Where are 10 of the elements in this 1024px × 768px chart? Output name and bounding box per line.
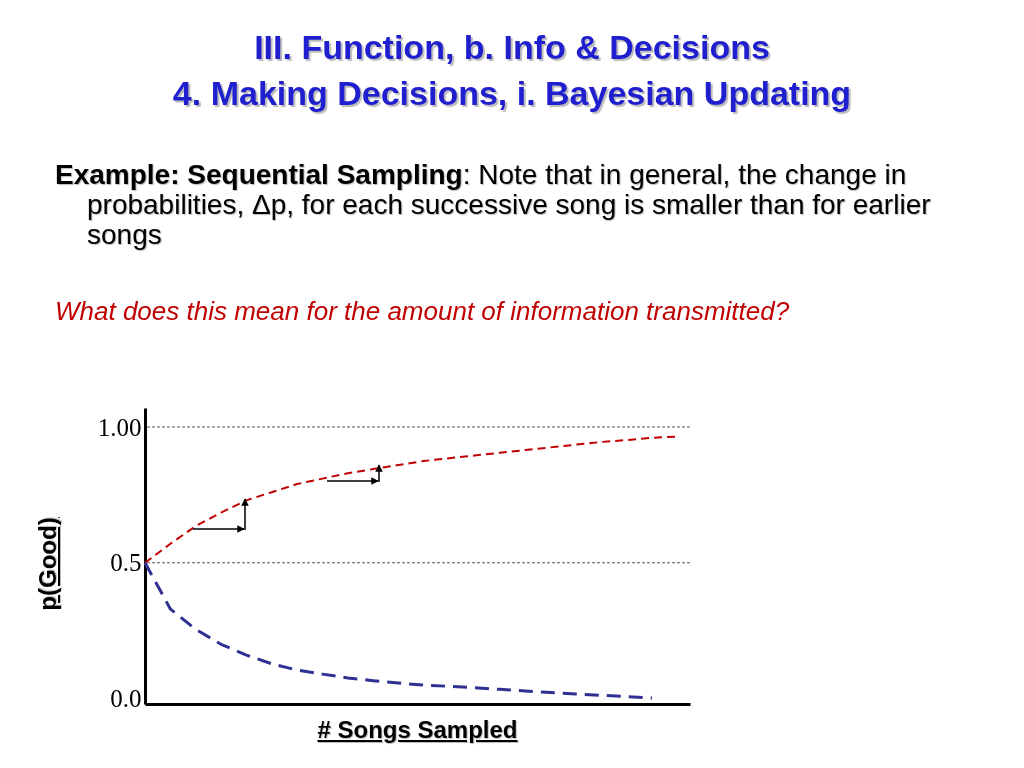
x-axis-title: # Songs Sampled [316,716,519,744]
chart-subtitle: 4. Making Decisions, i. Bayesian Updating [171,74,853,113]
line-series [143,561,654,700]
y-tick-label: 0.5 [110,549,142,577]
y-tick-label: 1.00 [97,413,142,441]
text: Example: Sequential Sampling: Note that in general, the change in probabilities, Δp, for each successive song is smaller than for earlier songs [55,159,932,250]
chart-title: III. Function, b. Info & Decisions [253,28,771,67]
y-tick-label: 0.0 [110,685,142,713]
text: What does this mean for the amount of information transmitted? [55,296,791,327]
y-axis-title: p(Good) [34,517,62,611]
